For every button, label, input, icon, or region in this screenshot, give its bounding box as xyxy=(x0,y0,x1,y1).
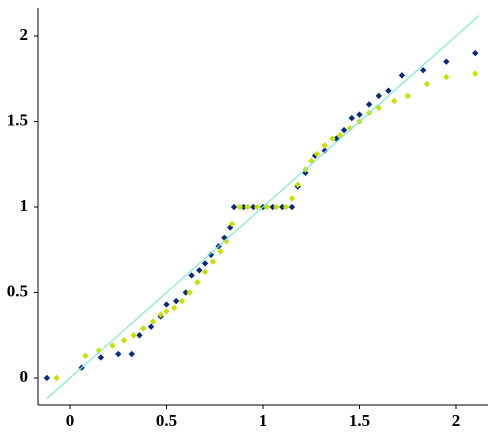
point xyxy=(147,323,155,330)
point xyxy=(228,220,236,228)
point xyxy=(172,297,180,305)
x-tick-label: 1 xyxy=(259,411,268,430)
point xyxy=(244,203,251,211)
point xyxy=(136,332,143,339)
point xyxy=(201,260,209,267)
x-tick-label: 0.5 xyxy=(156,411,177,430)
point xyxy=(385,87,392,94)
point xyxy=(398,72,406,79)
point xyxy=(288,195,296,202)
point xyxy=(194,279,201,286)
point xyxy=(356,111,363,118)
point xyxy=(313,150,321,158)
point xyxy=(140,325,147,332)
point xyxy=(263,203,271,211)
point xyxy=(336,132,344,139)
point xyxy=(288,203,296,211)
y-tick-label: 1.5 xyxy=(7,110,28,129)
y-tick-label: 2 xyxy=(20,25,29,44)
reference-line xyxy=(46,15,480,399)
point xyxy=(250,203,257,211)
point xyxy=(404,92,411,100)
point xyxy=(130,332,137,339)
point xyxy=(443,58,450,65)
x-tick-label: 1.5 xyxy=(349,411,370,430)
point xyxy=(207,251,215,259)
point xyxy=(178,297,186,305)
point xyxy=(43,374,51,382)
point xyxy=(230,203,238,211)
point xyxy=(279,203,286,211)
point xyxy=(346,125,354,132)
point xyxy=(340,126,348,134)
point xyxy=(282,203,290,211)
point xyxy=(157,311,164,318)
point xyxy=(120,337,128,344)
point xyxy=(196,267,203,274)
y-tick-label: 0 xyxy=(20,367,29,386)
point xyxy=(419,67,427,74)
point xyxy=(472,49,479,57)
point xyxy=(348,114,355,122)
y-tick-label: 0.5 xyxy=(7,281,28,300)
point xyxy=(269,203,276,211)
point xyxy=(97,354,105,361)
point xyxy=(109,342,116,349)
point xyxy=(163,301,170,308)
point xyxy=(201,268,209,276)
point xyxy=(240,203,247,211)
point xyxy=(82,352,89,359)
point xyxy=(188,272,195,279)
point xyxy=(423,80,431,88)
point xyxy=(209,258,217,265)
point xyxy=(321,147,328,154)
point xyxy=(294,181,301,188)
point xyxy=(223,238,230,245)
point xyxy=(391,97,398,105)
point xyxy=(236,203,244,211)
point xyxy=(472,70,479,77)
x-tick-label: 0 xyxy=(66,411,75,430)
point xyxy=(365,101,373,108)
point xyxy=(128,350,135,358)
point xyxy=(217,248,224,255)
x-tick-label: 2 xyxy=(452,411,461,430)
point xyxy=(308,157,315,165)
point xyxy=(254,203,261,211)
point xyxy=(182,289,190,296)
point xyxy=(95,347,103,354)
point xyxy=(375,104,382,112)
point xyxy=(186,289,193,296)
point xyxy=(375,92,382,100)
point xyxy=(163,308,170,315)
point xyxy=(171,304,178,312)
point xyxy=(149,318,157,325)
point xyxy=(53,374,60,382)
point xyxy=(321,142,328,149)
point xyxy=(333,135,340,142)
point xyxy=(443,73,450,81)
point xyxy=(273,203,280,211)
point xyxy=(329,135,336,142)
point xyxy=(115,350,122,358)
y-tick-label: 1 xyxy=(20,196,29,215)
